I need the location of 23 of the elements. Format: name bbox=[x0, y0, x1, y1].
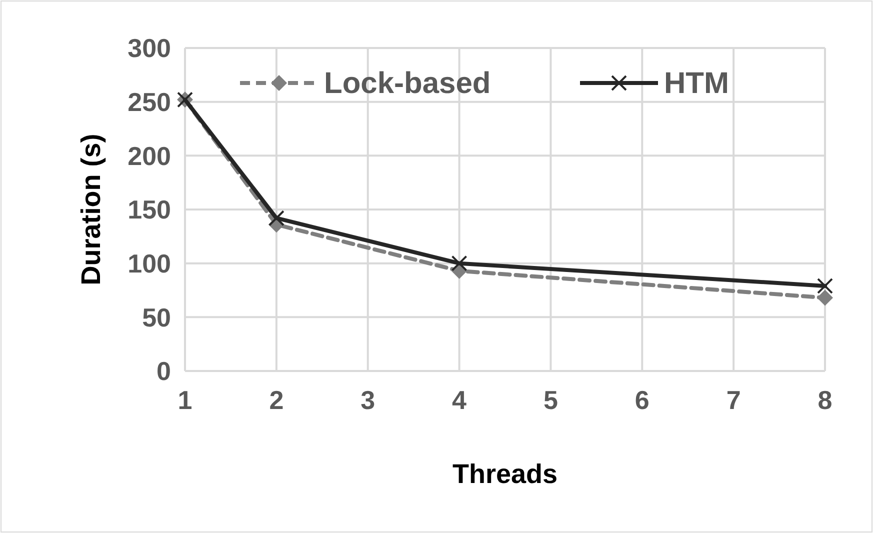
x-tick-label: 4 bbox=[452, 385, 468, 415]
legend-label: HTM bbox=[664, 67, 729, 100]
x-tick-label: 6 bbox=[634, 385, 650, 415]
point bbox=[268, 210, 284, 226]
x-tick-label: 2 bbox=[269, 385, 284, 415]
y-tick-label: 300 bbox=[128, 33, 171, 64]
y-axis-title: Duration (s) bbox=[76, 134, 106, 286]
y-tick-label: 0 bbox=[156, 356, 171, 386]
point bbox=[451, 255, 468, 272]
x-tick-label: 1 bbox=[178, 385, 192, 415]
legend-label: Lock-based bbox=[324, 67, 491, 100]
y-tick-label: 150 bbox=[128, 194, 171, 225]
x-tick-label: 7 bbox=[726, 385, 741, 415]
y-tick-label: 250 bbox=[128, 86, 171, 117]
x-tick-label: 5 bbox=[543, 385, 558, 415]
y-tick-label: 50 bbox=[142, 302, 171, 332]
y-tick-label: 100 bbox=[128, 248, 171, 278]
point bbox=[817, 290, 833, 306]
x-axis-title: Threads bbox=[452, 459, 558, 489]
point bbox=[817, 278, 833, 294]
x-tick-label: 8 bbox=[818, 385, 832, 415]
x-tick-label: 3 bbox=[360, 385, 376, 415]
y-tick-label: 200 bbox=[128, 140, 171, 171]
